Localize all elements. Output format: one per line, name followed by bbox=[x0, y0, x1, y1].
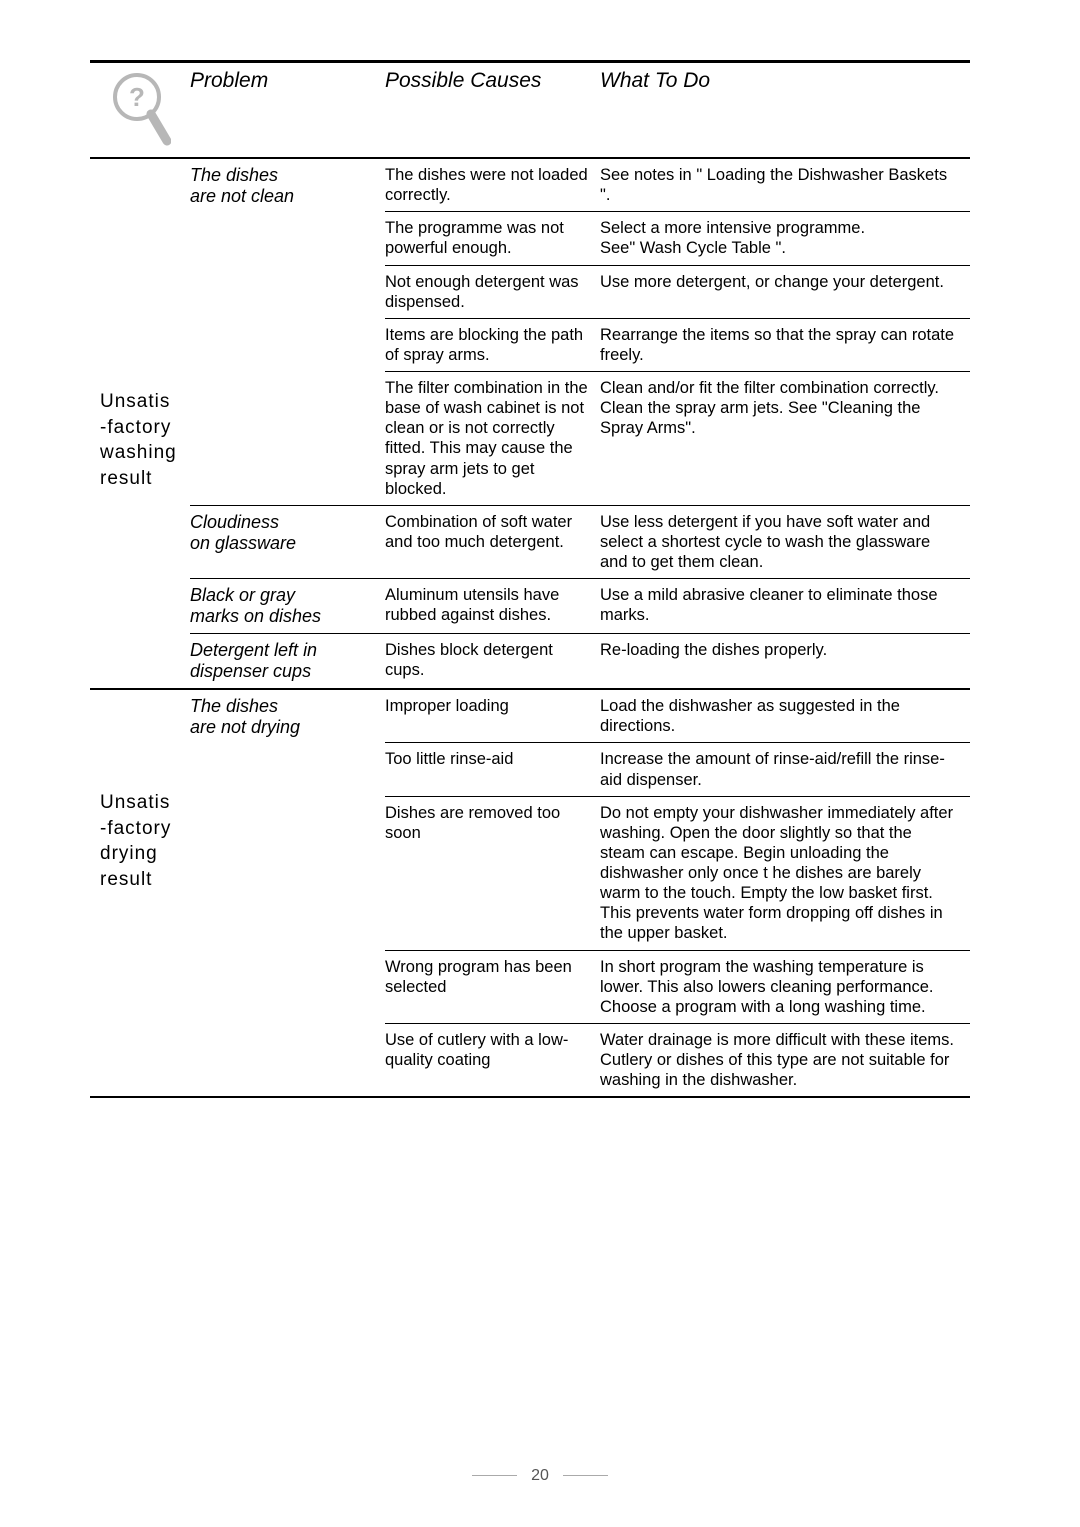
action-cell: Re-loading the dishes properly. bbox=[600, 634, 970, 686]
category-label: Unsatis-factorydryingresult bbox=[90, 690, 190, 893]
category-cell: Unsatis-factorydryingresult bbox=[90, 690, 190, 1096]
problem-group: Cloudinesson glasswareCombination of sof… bbox=[190, 506, 970, 579]
table-row: Combination of soft water and too much d… bbox=[385, 506, 970, 578]
cause-cell: Not enough detergent was dispensed. bbox=[385, 266, 600, 318]
cause-cell: Too little rinse-aid bbox=[385, 743, 600, 795]
cause-cell: The dishes were not loaded correctly. bbox=[385, 159, 600, 211]
table-row: The filter combination in the base of wa… bbox=[385, 372, 970, 505]
page-number: 20 bbox=[0, 1467, 1080, 1485]
table-row: Aluminum utensils have rubbed against di… bbox=[385, 579, 970, 631]
cause-cell: The filter combination in the base of wa… bbox=[385, 372, 600, 505]
rows: Improper loadingLoad the dishwasher as s… bbox=[385, 690, 970, 1096]
table-row: Too little rinse-aidIncrease the amount … bbox=[385, 743, 970, 796]
problem-label: The dishesare not clean bbox=[190, 159, 385, 505]
header-problem: Problem bbox=[190, 63, 385, 157]
cause-cell: Wrong program has been selected bbox=[385, 951, 600, 1023]
action-cell: Increase the amount of rinse-aid/refill … bbox=[600, 743, 970, 795]
action-cell: Load the dishwasher as suggested in the … bbox=[600, 690, 970, 742]
table-row: The programme was not powerful enough.Se… bbox=[385, 212, 970, 265]
rows: The dishes were not loaded correctly.See… bbox=[385, 159, 970, 505]
action-cell: Rearrange the items so that the spray ca… bbox=[600, 319, 970, 371]
action-cell: Clean and/or fit the filter combination … bbox=[600, 372, 970, 505]
table-row: Improper loadingLoad the dishwasher as s… bbox=[385, 690, 970, 743]
table-row: The dishes were not loaded correctly.See… bbox=[385, 159, 970, 212]
rows: Aluminum utensils have rubbed against di… bbox=[385, 579, 970, 633]
action-cell: Use more detergent, or change your deter… bbox=[600, 266, 970, 318]
table-row: Wrong program has been selectedIn short … bbox=[385, 951, 970, 1024]
svg-text:?: ? bbox=[129, 82, 145, 112]
category-cell: Unsatis-factorywashingresult bbox=[90, 159, 190, 688]
cause-cell: Aluminum utensils have rubbed against di… bbox=[385, 579, 600, 631]
table-row: Not enough detergent was dispensed.Use m… bbox=[385, 266, 970, 319]
cause-cell: Use of cutlery with a low-quality coatin… bbox=[385, 1024, 600, 1096]
problem-label: Detergent left indispenser cups bbox=[190, 634, 385, 688]
problem-label: Black or graymarks on dishes bbox=[190, 579, 385, 633]
problem-group: The dishesare not dryingImproper loading… bbox=[190, 690, 970, 1096]
action-cell: Select a more intensive programme.See" W… bbox=[600, 212, 970, 264]
problem-group: Black or graymarks on dishesAluminum ute… bbox=[190, 579, 970, 634]
action-cell: Do not empty your dishwasher immediately… bbox=[600, 797, 970, 950]
action-cell: Use a mild abrasive cleaner to eliminate… bbox=[600, 579, 970, 631]
action-cell: See notes in " Loading the Dishwasher Ba… bbox=[600, 159, 970, 211]
action-cell: In short program the washing temperature… bbox=[600, 951, 970, 1023]
section-body: The dishesare not cleanThe dishes were n… bbox=[190, 159, 970, 688]
header-causes: Possible Causes bbox=[385, 63, 600, 157]
table-row: Items are blocking the path of spray arm… bbox=[385, 319, 970, 372]
action-cell: Water drainage is more difficult with th… bbox=[600, 1024, 970, 1096]
section: Unsatis-factorywashingresultThe dishesar… bbox=[90, 159, 970, 690]
cause-cell: Improper loading bbox=[385, 690, 600, 742]
section: Unsatis-factorydryingresultThe dishesare… bbox=[90, 690, 970, 1098]
problem-label: Cloudinesson glassware bbox=[190, 506, 385, 578]
problem-group: Detergent left indispenser cupsDishes bl… bbox=[190, 634, 970, 688]
problem-group: The dishesare not cleanThe dishes were n… bbox=[190, 159, 970, 506]
rows: Dishes block detergent cups.Re-loading t… bbox=[385, 634, 970, 688]
action-cell: Use less detergent if you have soft wate… bbox=[600, 506, 970, 578]
table-row: Dishes are removed too soonDo not empty … bbox=[385, 797, 970, 951]
cause-cell: Dishes block detergent cups. bbox=[385, 634, 600, 686]
cause-cell: Items are blocking the path of spray arm… bbox=[385, 319, 600, 371]
category-label: Unsatis-factorywashingresult bbox=[90, 159, 190, 492]
cause-cell: The programme was not powerful enough. bbox=[385, 212, 600, 264]
header-action: What To Do bbox=[600, 63, 970, 157]
header-row: ? Problem Possible Causes What To Do bbox=[90, 63, 970, 159]
problem-label: The dishesare not drying bbox=[190, 690, 385, 1096]
rows: Combination of soft water and too much d… bbox=[385, 506, 970, 578]
troubleshoot-table: ? Problem Possible Causes What To Do Uns… bbox=[90, 60, 970, 1098]
table-row: Use of cutlery with a low-quality coatin… bbox=[385, 1024, 970, 1096]
cause-cell: Dishes are removed too soon bbox=[385, 797, 600, 950]
section-body: The dishesare not dryingImproper loading… bbox=[190, 690, 970, 1096]
magnifier-question-icon: ? bbox=[90, 63, 190, 157]
cause-cell: Combination of soft water and too much d… bbox=[385, 506, 600, 578]
table-row: Dishes block detergent cups.Re-loading t… bbox=[385, 634, 970, 686]
